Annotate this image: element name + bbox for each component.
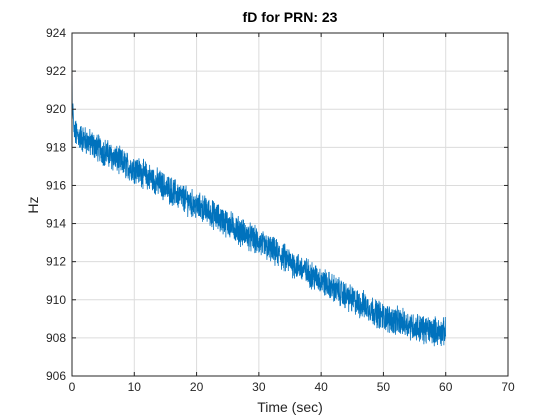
y-tick-label: 918: [46, 140, 66, 154]
x-tick-label: 60: [439, 380, 453, 394]
y-axis-label: Hz: [25, 196, 41, 213]
y-tick-label: 922: [46, 64, 66, 78]
x-axis-label: Time (sec): [257, 399, 323, 415]
x-tick-label: 20: [190, 380, 204, 394]
plot-box: [71, 32, 509, 377]
y-tick-label: 920: [46, 102, 66, 116]
y-tick-label: 912: [46, 255, 66, 269]
y-tick-label: 910: [46, 293, 66, 307]
x-tick-label: 40: [314, 380, 328, 394]
x-tick-label: 0: [69, 380, 76, 394]
x-tick-label: 50: [377, 380, 391, 394]
series-line: [71, 52, 447, 347]
x-tick-label: 70: [501, 380, 515, 394]
chart-title: fD for PRN: 23: [243, 9, 338, 25]
y-tick-label: 924: [46, 26, 66, 40]
ticks: [71, 32, 509, 377]
y-tick-label: 916: [46, 178, 66, 192]
y-tick-label: 908: [46, 331, 66, 345]
plot-area: [72, 33, 508, 376]
x-tick-label: 10: [128, 380, 142, 394]
y-tick-label: 914: [46, 217, 66, 231]
tick-labels: 0 10 20 30 40 50 60 70 906 908 910 912 914 916 918 920 9…: [46, 26, 515, 394]
y-tick-label: 906: [46, 369, 66, 383]
x-tick-label: 30: [252, 380, 266, 394]
